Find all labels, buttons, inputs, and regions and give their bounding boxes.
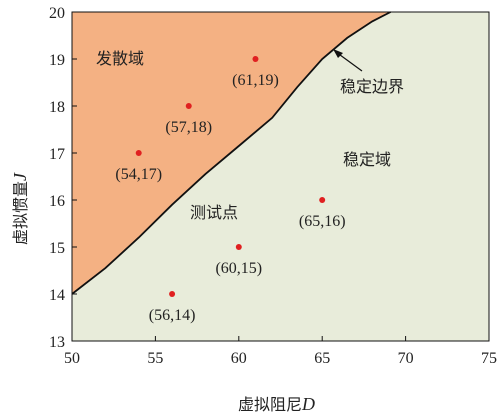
y-tick-label: 17 xyxy=(49,146,65,163)
x-axis-label: 虚拟阻尼D xyxy=(238,394,315,414)
x-tick-label: 70 xyxy=(398,350,414,367)
y-axis-label: 虚拟惯量J xyxy=(10,172,30,245)
boundary-annotation: 稳定边界 xyxy=(340,77,404,96)
x-tick-label: 60 xyxy=(231,350,247,367)
plot-frame xyxy=(71,11,490,342)
test-point xyxy=(169,291,176,297)
x-tick-label: 65 xyxy=(314,350,330,367)
test-point xyxy=(185,103,192,109)
x-tick-label: 75 xyxy=(481,350,497,367)
unstable-region-label: 发散域 xyxy=(96,49,144,68)
test-point xyxy=(235,244,242,250)
x-tick-label: 50 xyxy=(64,350,80,367)
y-axis: 13 14 15 16 17 18 19 20 xyxy=(49,5,77,351)
y-tick-label: 15 xyxy=(49,240,65,257)
unstable-region xyxy=(72,12,391,294)
y-tick-label: 14 xyxy=(49,287,65,304)
test-point xyxy=(252,56,259,62)
test-point-label: (56,14) xyxy=(149,307,196,324)
test-point xyxy=(135,150,142,156)
x-tick-label: 55 xyxy=(147,350,163,367)
y-tick-label: 18 xyxy=(49,99,65,116)
y-tick-label: 13 xyxy=(49,334,65,351)
test-point-label: (65,16) xyxy=(299,213,346,230)
test-point xyxy=(319,197,326,203)
test-point-label: (61,19) xyxy=(232,72,279,89)
x-axis: 50 55 60 65 70 75 xyxy=(64,336,497,367)
stable-region-label: 稳定域 xyxy=(343,150,391,169)
test-points: (61,19) (57,18) (54,17) (65,16) (60,15) (56,1… xyxy=(115,56,346,324)
y-tick-label: 20 xyxy=(49,5,65,22)
y-tick-label: 16 xyxy=(49,193,65,210)
y-tick-label: 19 xyxy=(49,52,65,69)
test-points-label: 测试点 xyxy=(190,203,238,222)
test-point-label: (57,18) xyxy=(165,119,212,136)
annotation-arrowhead xyxy=(333,49,343,58)
test-point-label: (60,15) xyxy=(215,260,262,277)
test-point-label: (54,17) xyxy=(115,166,162,183)
stability-boundary-line xyxy=(71,11,392,295)
